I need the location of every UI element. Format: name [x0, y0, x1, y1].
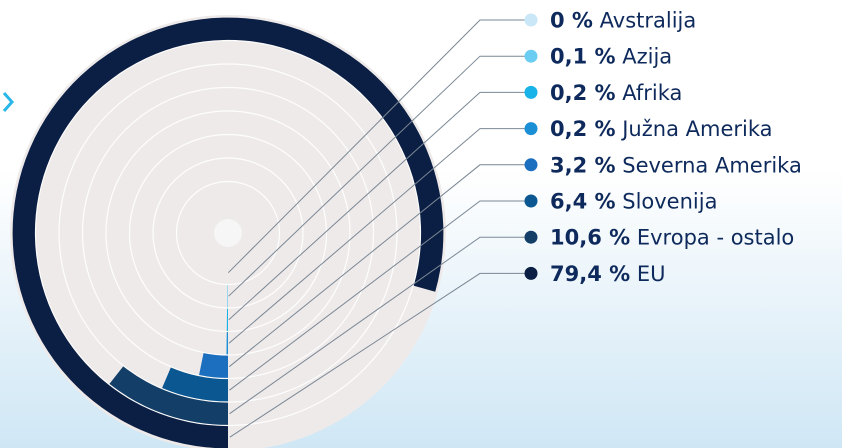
bar-evropa---ostalo — [109, 366, 228, 425]
leader-line — [229, 272, 526, 438]
leader-line — [228, 55, 526, 297]
leader-lines — [227, 19, 526, 438]
legend-dot — [524, 122, 538, 136]
legend-value: 0,2 % — [550, 81, 616, 105]
bar-južna-amerika — [226, 332, 228, 355]
legend-value: 0,1 % — [550, 45, 616, 69]
ring-guide — [34, 39, 422, 427]
legend-dot — [524, 158, 538, 172]
legend-item: 0 % Avstralija — [550, 9, 696, 33]
legend-dot — [524, 194, 538, 208]
legend-dot — [524, 49, 538, 63]
legend-name: Južna Amerika — [616, 117, 773, 141]
legend-item: 10,6 % Evropa - ostalo — [550, 226, 794, 250]
leader-line — [229, 200, 526, 391]
legend-name: Azija — [616, 45, 673, 69]
ring-guide — [105, 110, 351, 356]
legend-dot — [524, 13, 538, 27]
bar-slovenija — [162, 367, 228, 402]
legend-value: 0,2 % — [550, 117, 616, 141]
legend-name: Slovenija — [616, 190, 718, 214]
legend-value: 10,6 % — [550, 226, 630, 250]
leader-line — [228, 91, 526, 321]
legend-name: EU — [630, 262, 665, 286]
legend-name: Severna Amerika — [616, 153, 802, 177]
chart-background-disc — [10, 15, 446, 448]
legend-dot — [524, 85, 538, 99]
legend-name: Afrika — [616, 81, 683, 105]
legend-item: 6,4 % Slovenija — [550, 190, 717, 214]
ring-guide — [128, 133, 328, 333]
legend-item: 79,4 % EU — [550, 262, 666, 286]
legend-item: 0,2 % Južna Amerika — [550, 117, 773, 141]
leader-line — [228, 164, 526, 368]
chart-bars — [12, 17, 444, 448]
legend-item: 0,1 % Azija — [550, 45, 672, 69]
bar-afrika — [226, 308, 228, 331]
ring-guide — [81, 86, 375, 380]
legend-item: 3,2 % Severna Amerika — [550, 153, 802, 177]
leader-line — [227, 19, 526, 274]
ring-guide — [58, 63, 398, 403]
legend-dot — [524, 230, 538, 244]
legend-value: 6,4 % — [550, 190, 616, 214]
leader-line — [228, 128, 526, 344]
bar-azija — [227, 285, 228, 308]
chevron-right-icon — [2, 92, 15, 112]
legend-name: Avstralija — [593, 9, 696, 33]
leader-line — [229, 236, 526, 415]
legend-value: 0 % — [550, 9, 593, 33]
legend-value: 3,2 % — [550, 153, 616, 177]
legend-name: Evropa - ostalo — [630, 226, 794, 250]
legend-dot — [524, 266, 538, 280]
bar-severna-amerika — [199, 353, 228, 378]
ring-guide — [152, 157, 304, 309]
legend-value: 79,4 % — [550, 262, 630, 286]
ring-guide — [175, 180, 281, 286]
legend-item: 0,2 % Afrika — [550, 81, 682, 105]
center-dot — [214, 219, 242, 247]
